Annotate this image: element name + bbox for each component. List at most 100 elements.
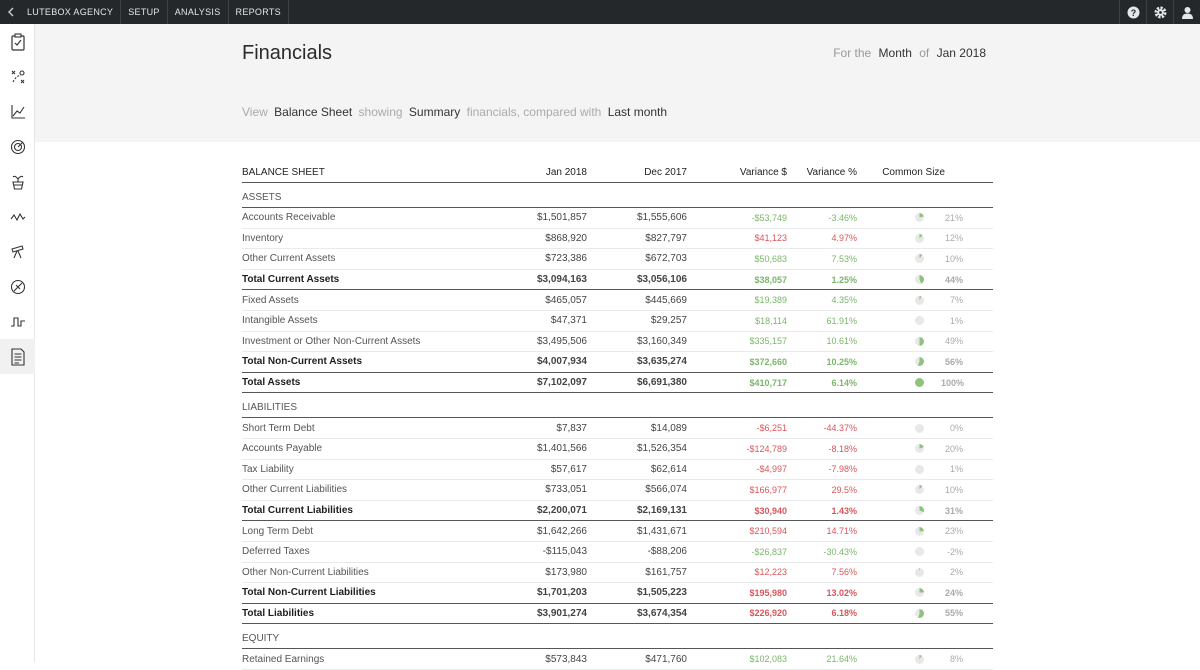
header-variance-percent[interactable]: Variance % bbox=[806, 166, 857, 178]
variance-percent: -7.98% bbox=[828, 464, 857, 475]
nav-reports[interactable]: REPORTS bbox=[229, 0, 289, 24]
table-row[interactable]: Short Term Debt $7,837 $14,089 -$6,251 -44.3… bbox=[242, 418, 993, 439]
row-label: Short Term Debt bbox=[242, 422, 315, 434]
variance-dollar: $372,660 bbox=[749, 356, 787, 367]
compass-icon[interactable] bbox=[0, 269, 35, 304]
common-size-pie-icon bbox=[915, 654, 924, 664]
table-row[interactable]: Other Current Liabilities $733,051 $566,07… bbox=[242, 480, 993, 501]
table-row[interactable]: Inventory $868,920 $827,797 $41,123 4.97% 12% bbox=[242, 229, 993, 250]
common-size-cell: 55% bbox=[857, 608, 963, 618]
report-type-dropdown[interactable]: Balance Sheet bbox=[274, 105, 353, 119]
common-size-cell: 12% bbox=[857, 233, 963, 243]
table-body: ASSETS Accounts Receivable $1,501,857 $1,55… bbox=[242, 183, 993, 670]
total-row[interactable]: Total Current Assets $3,094,163 $3,056,106… bbox=[242, 270, 993, 291]
common-size-percent: 56% bbox=[944, 356, 963, 367]
row-label: Accounts Receivable bbox=[242, 212, 336, 224]
variance-dollar: -$53,749 bbox=[751, 212, 787, 223]
svg-text:?: ? bbox=[1130, 8, 1136, 18]
row-label: Total Liabilities bbox=[242, 607, 315, 619]
value-current: $47,371 bbox=[550, 315, 587, 327]
pulse-wave-icon[interactable] bbox=[0, 304, 35, 339]
gear-icon[interactable] bbox=[1146, 0, 1173, 24]
header-common-size[interactable]: Common Size bbox=[882, 166, 945, 178]
common-size-percent: 10% bbox=[944, 253, 963, 264]
value-current: $3,495,506 bbox=[536, 335, 587, 347]
common-size-percent: 1% bbox=[949, 464, 963, 475]
view-mode-dropdown[interactable]: Summary bbox=[408, 105, 461, 119]
table-row[interactable]: Accounts Receivable $1,501,857 $1,555,606 -… bbox=[242, 208, 993, 229]
common-size-cell: 10% bbox=[857, 254, 963, 264]
value-previous: $29,257 bbox=[650, 315, 687, 327]
total-row[interactable]: Total Current Liabilities $2,200,071 $2,16… bbox=[242, 501, 993, 522]
common-size-percent: 31% bbox=[944, 505, 963, 516]
strategy-icon[interactable] bbox=[0, 59, 35, 94]
plant-pot-icon[interactable] bbox=[0, 164, 35, 199]
chevron-left-icon[interactable] bbox=[0, 0, 22, 24]
value-previous: $14,089 bbox=[650, 422, 687, 434]
value-current: $7,837 bbox=[556, 422, 587, 434]
activity-icon[interactable] bbox=[0, 199, 35, 234]
value-current: $1,501,857 bbox=[536, 212, 587, 224]
variance-percent: 6.14% bbox=[831, 377, 857, 388]
common-size-cell: -2% bbox=[857, 547, 963, 557]
table-row[interactable]: Other Non-Current Liabilities $173,980 $16… bbox=[242, 563, 993, 584]
document-icon[interactable] bbox=[0, 339, 35, 374]
line-chart-icon[interactable] bbox=[0, 94, 35, 129]
table-row[interactable]: Retained Earnings $573,843 $471,760 $102,08… bbox=[242, 649, 993, 670]
table-row[interactable]: Long Term Debt $1,642,266 $1,431,671 $210,5… bbox=[242, 521, 993, 542]
nav-analysis[interactable]: ANALYSIS bbox=[168, 0, 229, 24]
common-size-pie-icon bbox=[915, 423, 924, 433]
variance-dollar: $335,157 bbox=[749, 336, 787, 347]
page-title: Financials bbox=[242, 42, 333, 64]
variance-percent: 7.53% bbox=[831, 253, 857, 264]
compare-to-dropdown[interactable]: Last month bbox=[607, 105, 668, 119]
value-current: $57,617 bbox=[550, 463, 587, 475]
table-row[interactable]: Fixed Assets $465,057 $445,669 $19,389 4.35%… bbox=[242, 290, 993, 311]
period-value-dropdown[interactable]: Jan 2018 bbox=[936, 46, 986, 60]
common-size-percent: 20% bbox=[944, 443, 963, 454]
table-row[interactable]: Deferred Taxes -$115,043 -$88,206 -$26,837 -… bbox=[242, 542, 993, 563]
target-icon[interactable] bbox=[0, 129, 35, 164]
section-label: ASSETS bbox=[242, 192, 282, 203]
total-row[interactable]: Total Assets $7,102,097 $6,691,380 $410,717… bbox=[242, 373, 993, 394]
view-prefix: View bbox=[242, 105, 268, 119]
value-previous: -$88,206 bbox=[647, 546, 687, 558]
variance-dollar: $19,389 bbox=[754, 295, 787, 306]
section-header: LIABILITIES bbox=[242, 393, 993, 419]
nav-setup[interactable]: SETUP bbox=[121, 0, 168, 24]
total-row[interactable]: Total Non-Current Liabilities $1,701,203 $… bbox=[242, 583, 993, 604]
compared-label: financials, compared with bbox=[466, 105, 602, 119]
value-previous: $3,635,274 bbox=[636, 356, 687, 368]
variance-percent: -44.37% bbox=[823, 423, 857, 434]
value-current: $7,102,097 bbox=[536, 377, 587, 389]
value-previous: $445,669 bbox=[645, 294, 687, 306]
table-row[interactable]: Tax Liability $57,617 $62,614 -$4,997 -7.98%… bbox=[242, 460, 993, 481]
row-label: Intangible Assets bbox=[242, 315, 318, 327]
nav-agency[interactable]: LUTEBOX AGENCY bbox=[22, 0, 122, 24]
clipboard-check-icon[interactable] bbox=[0, 24, 35, 59]
common-size-percent: 8% bbox=[949, 654, 963, 665]
row-label: Accounts Payable bbox=[242, 443, 323, 455]
value-previous: $3,160,349 bbox=[636, 335, 687, 347]
header-dec-2017[interactable]: Dec 2017 bbox=[644, 166, 687, 178]
period-unit-dropdown[interactable]: Month bbox=[878, 46, 912, 60]
table-row[interactable]: Investment or Other Non-Current Assets $3… bbox=[242, 332, 993, 353]
common-size-percent: 49% bbox=[944, 336, 963, 347]
total-row[interactable]: Total Non-Current Assets $4,007,934 $3,635… bbox=[242, 352, 993, 373]
variance-percent: 14.71% bbox=[826, 526, 857, 537]
help-icon[interactable]: ? bbox=[1119, 0, 1146, 24]
table-row[interactable]: Accounts Payable $1,401,566 $1,526,354 -$12… bbox=[242, 439, 993, 460]
common-size-cell: 31% bbox=[857, 506, 963, 516]
common-size-pie-icon bbox=[915, 567, 924, 577]
telescope-icon[interactable] bbox=[0, 234, 35, 269]
total-row[interactable]: Total Liabilities $3,901,274 $3,674,354 $22… bbox=[242, 604, 993, 625]
report-header: Financials For the Month of Jan 2018 Vie… bbox=[35, 24, 1200, 142]
table-row[interactable]: Other Current Assets $723,386 $672,703 $50,… bbox=[242, 249, 993, 270]
common-size-cell: 20% bbox=[857, 444, 963, 454]
user-icon[interactable] bbox=[1173, 0, 1200, 24]
common-size-cell: 44% bbox=[857, 275, 963, 285]
row-label: Total Current Liabilities bbox=[242, 505, 353, 517]
header-jan-2018[interactable]: Jan 2018 bbox=[545, 166, 587, 178]
table-row[interactable]: Intangible Assets $47,371 $29,257 $18,114 61… bbox=[242, 311, 993, 332]
header-variance-dollar[interactable]: Variance $ bbox=[739, 166, 787, 178]
